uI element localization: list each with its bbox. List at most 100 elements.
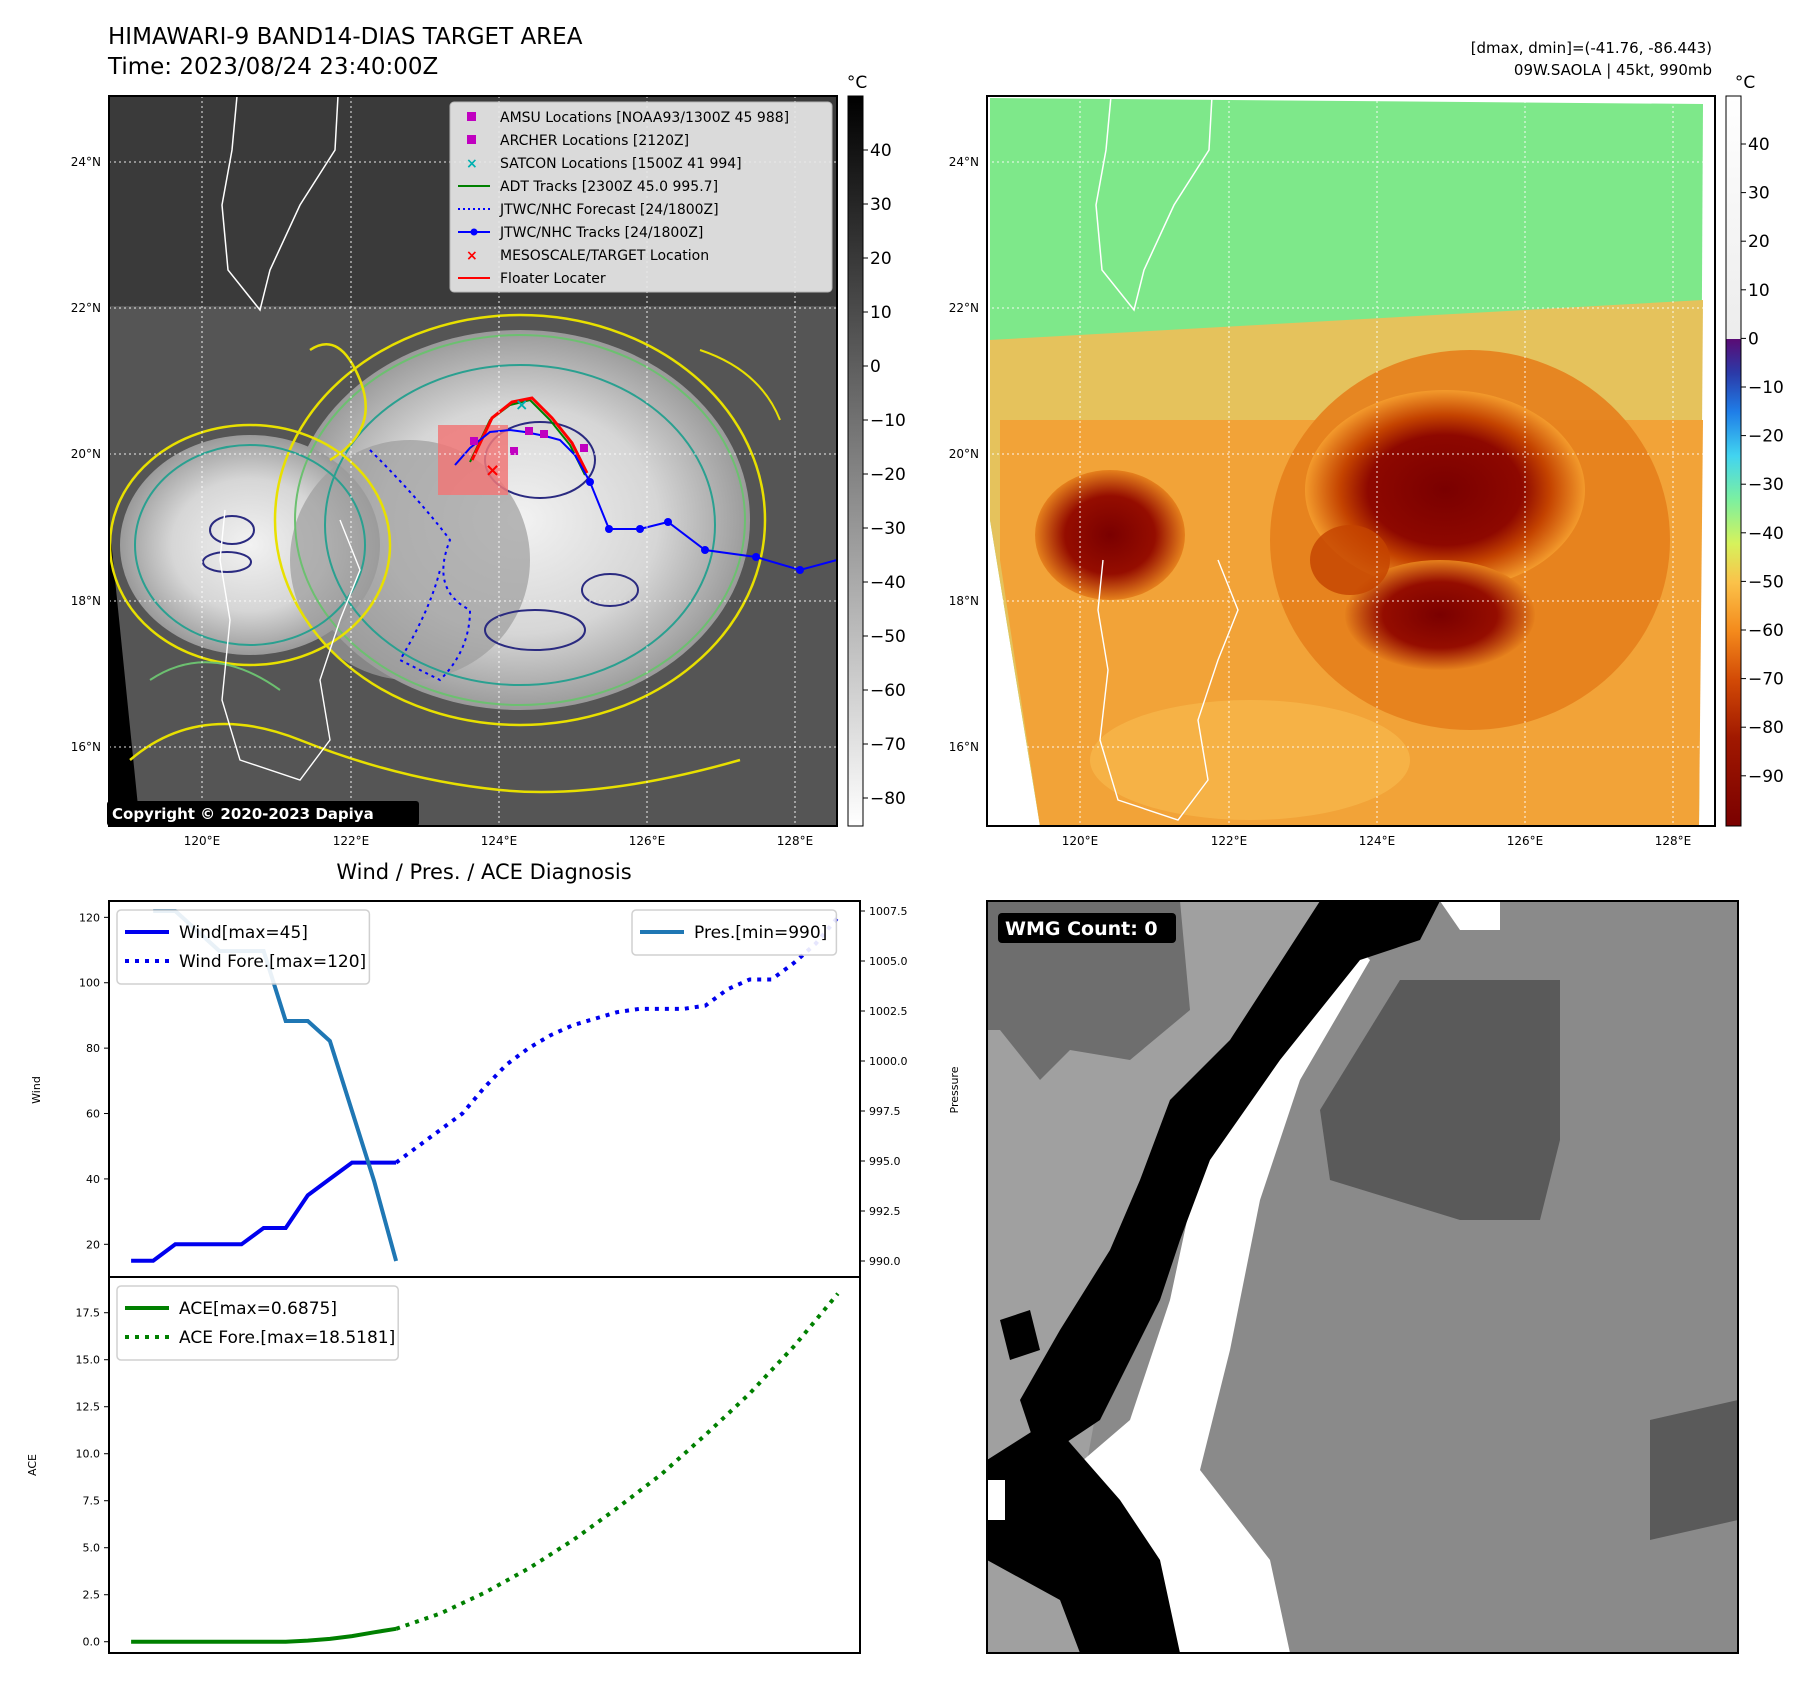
map2-lat-tick: 18°N	[949, 594, 979, 608]
legend-label: ARCHER Locations [2120Z]	[500, 133, 689, 149]
y-tick-label: 7.5	[83, 1495, 101, 1508]
color-colorbar-tick: −20	[1748, 427, 1784, 447]
y-right-tick-label: 992.5	[869, 1205, 901, 1218]
copyright-badge: Copyright © 2020-2023 Dapiya	[107, 801, 419, 826]
color-colorbar-tick: 20	[1748, 232, 1770, 252]
legend-label: JTWC/NHC Tracks [24/1800Z]	[499, 225, 703, 241]
svg-text:×: ×	[515, 395, 528, 414]
y-right-tick-label: 1000.0	[869, 1055, 908, 1068]
color-colorbar: °C	[1725, 73, 1755, 827]
map2-lat-tick: 22°N	[949, 301, 979, 315]
copyright-text: Copyright © 2020-2023 Dapiya	[112, 805, 374, 823]
y-tick-label: 80	[86, 1042, 100, 1055]
legend-item: ADT Tracks [2300Z 45.0 995.7]	[458, 179, 718, 195]
y-right-tick-label: 995.0	[869, 1155, 901, 1168]
color-colorbar-tick: −40	[1748, 524, 1784, 544]
map1-lon-tick: 126°E	[629, 834, 666, 848]
gray-colorbar-unit: °C	[847, 73, 867, 93]
map1-lat-tick: 24°N	[71, 155, 101, 169]
map1-lat-tick: 20°N	[71, 447, 101, 461]
map2-lon-tick: 126°E	[1507, 834, 1544, 848]
y-tick-label: 12.5	[76, 1401, 101, 1414]
legend-label: MESOSCALE/TARGET Location	[500, 248, 709, 264]
map2-lon-tick: 122°E	[1211, 834, 1248, 848]
map1-lon-tick: 128°E	[777, 834, 814, 848]
svg-text:×: ×	[485, 460, 500, 481]
map2-lon-tick: 128°E	[1655, 834, 1692, 848]
series-line	[131, 1626, 397, 1644]
y-right-tick-label: 1005.0	[869, 955, 908, 968]
map2-lon-tick: 124°E	[1359, 834, 1396, 848]
chart-legend-label: Wind Fore.[max=120]	[179, 952, 366, 972]
gray-colorbar-tick: 0	[870, 357, 881, 377]
gray-colorbar-tick: −50	[870, 627, 906, 647]
map1-lon-tick: 124°E	[481, 834, 518, 848]
legend-label: AMSU Locations [NOAA93/1300Z 45 988]	[500, 110, 789, 126]
gray-colorbar-tick: 40	[870, 141, 892, 161]
wind-axis-label: Wind	[30, 1076, 43, 1104]
chart-legend-label: Wind[max=45]	[179, 923, 308, 943]
gray-colorbar-tick: −10	[870, 411, 906, 431]
color-colorbar-tick: 0	[1748, 329, 1759, 349]
gray-colorbar-tick: 20	[870, 249, 892, 269]
y-right-tick-label: 990.0	[869, 1255, 901, 1268]
legend-item: AMSU Locations [NOAA93/1300Z 45 988]	[467, 110, 789, 126]
color-colorbar-tick: −60	[1748, 621, 1784, 641]
y-tick-label: 2.5	[83, 1589, 101, 1602]
legend-item: × MESOSCALE/TARGET Location	[466, 248, 709, 264]
series-line	[131, 1160, 397, 1263]
gray-colorbar-tick: −40	[870, 573, 906, 593]
color-colorbar-tick: −10	[1748, 378, 1784, 398]
legend-label: ADT Tracks [2300Z 45.0 995.7]	[500, 179, 718, 195]
legend-item: JTWC/NHC Tracks [24/1800Z]	[458, 225, 703, 241]
map1-lat-tick: 18°N	[71, 594, 101, 608]
ace-axis-label: ACE	[26, 1454, 39, 1476]
y-tick-label: 10.0	[76, 1448, 101, 1461]
svg-text:×: ×	[466, 156, 478, 172]
map1-lat-tick: 16°N	[71, 740, 101, 754]
y-tick-label: 5.0	[83, 1542, 101, 1555]
y-tick-label: 15.0	[76, 1354, 101, 1367]
color-colorbar-tick: 30	[1748, 184, 1770, 204]
y-tick-label: 20	[86, 1238, 100, 1251]
gray-colorbar-tick: −30	[870, 519, 906, 539]
ir-color-map-frame	[986, 95, 1716, 827]
map2-lat-tick: 20°N	[949, 447, 979, 461]
chart-legend-label: ACE Fore.[max=18.5181]	[179, 1328, 395, 1348]
ir-color-map	[987, 96, 1715, 826]
color-colorbar-tick: −90	[1748, 767, 1784, 787]
legend-label: Floater Locater	[500, 271, 606, 287]
legend-item: Floater Locater	[458, 271, 606, 287]
pressure-axis-label: Pressure	[948, 1066, 961, 1113]
legend-item: × SATCON Locations [1500Z 41 994]	[466, 156, 742, 172]
storm-info: 09W.SAOLA | 45kt, 990mb	[1514, 61, 1712, 79]
series-line	[395, 1292, 840, 1631]
y-right-tick-label: 997.5	[869, 1105, 901, 1118]
map2-lat-tick: 24°N	[949, 155, 979, 169]
svg-text:×: ×	[466, 248, 478, 264]
map-legend	[449, 101, 833, 293]
gray-colorbar-tick: −70	[870, 735, 906, 755]
figure-time: Time: 2023/08/24 23:40:00Z	[107, 54, 438, 80]
wmg-count: WMG Count: 0	[1005, 918, 1158, 940]
y-tick-label: 0.0	[83, 1636, 101, 1649]
series-line	[394, 916, 840, 1165]
color-colorbar-tick: −50	[1748, 572, 1784, 592]
range-info: [dmax, dmin]=(-41.76, -86.443)	[1471, 39, 1712, 57]
y-tick-label: 120	[79, 911, 100, 924]
legend-item: JTWC/NHC Forecast [24/1800Z]	[458, 202, 719, 218]
gray-colorbar-tick: 30	[870, 195, 892, 215]
color-colorbar-tick: −30	[1748, 475, 1784, 495]
gray-colorbar-tick: 10	[870, 303, 892, 323]
wmg-panel: WMG Count: 0	[986, 900, 1739, 1654]
gray-colorbar-tick: −80	[870, 789, 906, 809]
color-colorbar-tick: 10	[1748, 281, 1770, 301]
legend-label: JTWC/NHC Forecast [24/1800Z]	[499, 202, 719, 218]
ir-gray-map-frame	[108, 95, 838, 827]
gray-colorbar-tick: −60	[870, 681, 906, 701]
color-colorbar-tick: −80	[1748, 718, 1784, 738]
chart-legend-label: Pres.[min=990]	[694, 923, 827, 943]
map1-lat-tick: 22°N	[71, 301, 101, 315]
diagnosis-title: Wind / Pres. / ACE Diagnosis	[336, 860, 631, 884]
